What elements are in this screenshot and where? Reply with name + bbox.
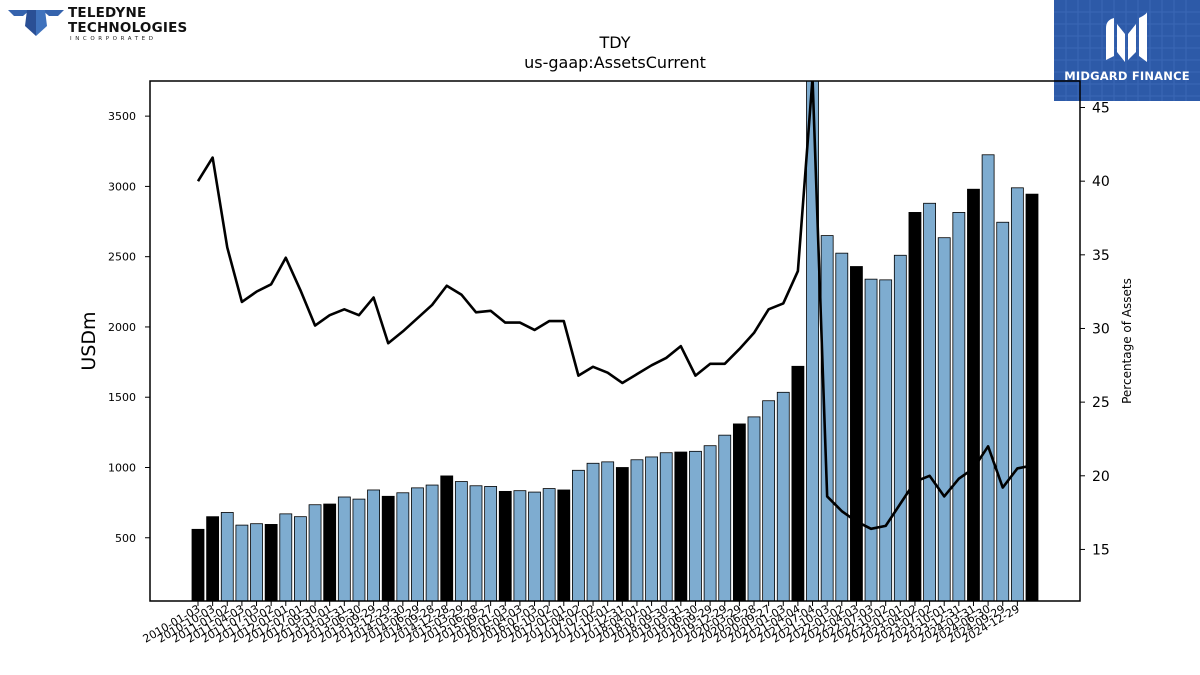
- bar-2024-09-29: [996, 221, 1010, 602]
- bar-2024-12-29: [1010, 187, 1024, 602]
- bar-2018-09-30: [659, 452, 673, 602]
- bar-2014-03-30: [396, 492, 410, 602]
- bar-2016-04-03: [513, 490, 527, 602]
- plot-frame: [149, 80, 1081, 602]
- y2-tick-label: 30: [1092, 321, 1110, 337]
- bar-2011-04-03: [235, 524, 249, 602]
- bar-2014-06-29: [411, 487, 424, 602]
- bar-2010-01-03: [191, 528, 205, 602]
- bar-2013-09-29: [367, 489, 380, 602]
- midgard-finance-badge: MIDGARD FINANCE: [1054, 0, 1200, 101]
- y2-tick-label: 35: [1092, 248, 1110, 264]
- bar-2022-10-02: [879, 279, 893, 602]
- bar-2022-07-03: [864, 278, 878, 602]
- company-logo-line2: TECHNOLOGIES: [68, 20, 188, 36]
- bar-2024-06-30: [981, 154, 995, 602]
- company-logo: TELEDYNE TECHNOLOGIES INCORPORATED: [6, 5, 187, 45]
- bar-2018-07-01: [645, 456, 658, 602]
- bar-2023-07-02: [923, 202, 936, 602]
- y2-tick-label: 20: [1092, 469, 1110, 485]
- bar-2012-01-01: [279, 513, 293, 602]
- bar-series: [191, 80, 1039, 602]
- bar-2011-10-02: [264, 524, 278, 602]
- chart-title: TDY: [599, 33, 631, 52]
- bar-2012-07-01: [294, 516, 307, 602]
- bar-2016-10-02: [542, 488, 556, 602]
- y2-tick-label: 25: [1092, 395, 1110, 411]
- bar-2019-09-29: [703, 445, 717, 602]
- percentage-line-series: [196, 81, 1033, 531]
- bar-2015-06-28: [469, 485, 483, 602]
- y-tick-label: 3500: [108, 110, 136, 123]
- company-logo-emblem-icon: [8, 10, 64, 36]
- bar-2021-10-03: [820, 235, 834, 602]
- bar-2019-06-30: [689, 450, 702, 602]
- y2-tick-label: 15: [1092, 542, 1110, 558]
- y-axis-label: USDm: [78, 311, 100, 370]
- bar-2024-03-31: [967, 188, 980, 602]
- bar-2014-12-28: [440, 475, 454, 602]
- y-tick-label: 2000: [108, 321, 136, 334]
- y-tick-label: 1000: [108, 461, 136, 474]
- x-axis-ticks: 2010-01-032010-10-032011-01-022011-04-03…: [141, 601, 1022, 646]
- bar-2012-09-30: [308, 504, 322, 602]
- bar-2017-10-01: [601, 461, 615, 602]
- bar-2022-01-02: [835, 252, 849, 602]
- bar-2013-03-31: [337, 496, 351, 602]
- y2-axis-label: Percentage of Assets: [1120, 278, 1134, 404]
- bar-2015-03-29: [454, 481, 468, 602]
- bar-2013-06-30: [352, 498, 366, 602]
- axis-ticks: 500 1000 1500 2000 2500 3000 3500 15 20 25 30 35 40 4…: [108, 101, 1110, 559]
- y-tick-label: 2500: [108, 251, 136, 264]
- bar-2017-12-31: [615, 467, 629, 602]
- bar-undefined: [1025, 193, 1039, 602]
- bar-2020-03-29: [732, 423, 746, 602]
- bar-2010-10-03: [206, 516, 220, 602]
- bar-2023-01-01: [893, 254, 907, 602]
- bar-2016-01-03: [498, 490, 512, 602]
- company-logo-line1: TELEDYNE: [68, 5, 147, 21]
- bar-2015-09-27: [484, 486, 498, 602]
- bar-2011-07-03: [250, 523, 263, 602]
- bar-2020-06-28: [747, 416, 761, 602]
- bar-2018-04-01: [630, 459, 644, 602]
- bar-2017-07-02: [586, 462, 600, 602]
- bar-2017-04-02: [572, 469, 585, 602]
- y2-tick-label: 40: [1092, 174, 1110, 190]
- bar-2022-04-03: [850, 266, 863, 602]
- bar-2013-01-01: [323, 503, 337, 602]
- bar-2014-09-28: [425, 484, 439, 602]
- bar-2023-04-02: [908, 212, 922, 602]
- chart-subtitle: us-gaap:AssetsCurrent: [524, 53, 706, 72]
- bar-2019-03-31: [674, 451, 688, 602]
- bar-2021-07-04: [806, 80, 819, 602]
- bar-2011-01-02: [220, 512, 234, 602]
- bar-2013-12-29: [381, 495, 395, 602]
- bar-2017-01-01: [557, 489, 571, 602]
- percentage-line: [196, 81, 1033, 531]
- y-tick-label: 3000: [108, 180, 136, 193]
- bar-2021-01-03: [776, 391, 790, 602]
- badge-text: MIDGARD FINANCE: [1064, 69, 1190, 83]
- bar-2019-12-29: [718, 434, 732, 602]
- bar-2021-04-04: [791, 365, 805, 602]
- bar-2023-12-31: [952, 212, 966, 602]
- y2-tick-label: 45: [1092, 101, 1110, 117]
- badge-emblem-icon: [1106, 12, 1147, 62]
- bar-2016-07-03: [528, 491, 541, 602]
- badge-grid-pattern: [1054, 0, 1200, 101]
- bar-2023-10-01: [937, 237, 951, 602]
- bar-2020-09-27: [762, 400, 776, 602]
- company-logo-line3: INCORPORATED: [70, 36, 157, 42]
- y-tick-label: 1500: [108, 391, 136, 404]
- y-tick-label: 500: [115, 532, 136, 545]
